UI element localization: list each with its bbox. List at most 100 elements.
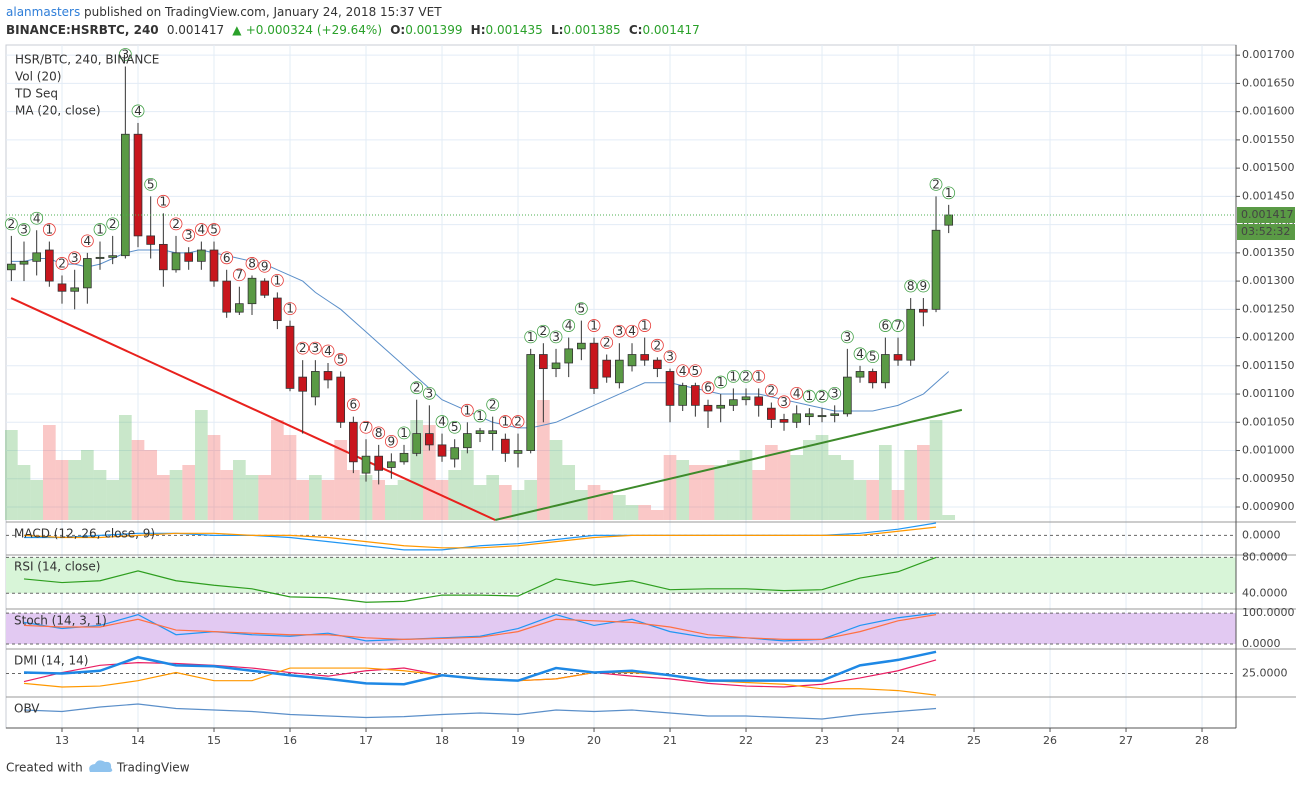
td-label: 2 (818, 389, 826, 403)
td-marker (866, 350, 880, 364)
chart-title: HSR/BTC, 240, BINANCE (15, 53, 159, 67)
indicator-line (23, 526, 937, 549)
td-label: 5 (451, 420, 459, 434)
candle-body (83, 258, 92, 289)
published: published on TradingView.com, January 24… (84, 5, 442, 19)
footer-logo[interactable] (89, 760, 113, 772)
volume-bar (448, 470, 462, 520)
y-tick-label: 0.001000 (1242, 444, 1295, 457)
author[interactable]: alanmasters (6, 5, 80, 19)
td-marker (929, 177, 943, 191)
td-label: 6 (350, 398, 358, 412)
td-marker (853, 347, 867, 361)
td-marker (714, 375, 728, 389)
volume-bar (727, 460, 740, 520)
td-marker (55, 257, 69, 270)
td-marker (701, 381, 715, 395)
candle-body (171, 252, 181, 271)
y-tick-label: 0.001500 (1242, 161, 1295, 174)
y-tick-label: 0.001450 (1242, 189, 1295, 202)
td-marker (638, 319, 652, 332)
td-label: 2 (603, 336, 611, 350)
candle-body (387, 461, 396, 468)
volume-bar (5, 430, 18, 520)
candle-body (412, 433, 422, 454)
candle-body (564, 348, 574, 364)
td-marker (562, 319, 576, 332)
volume-bar (625, 505, 639, 520)
td-marker (308, 341, 322, 355)
td-marker (422, 386, 436, 400)
td-marker (359, 420, 373, 434)
candle-body (754, 396, 764, 406)
candle-body (19, 260, 29, 265)
x-tick-label: 14 (131, 734, 145, 747)
volume-bar (689, 465, 702, 520)
candle-body (716, 404, 726, 409)
volume-bar (296, 480, 310, 520)
volume-bar (220, 470, 234, 520)
study-label: Vol (20) (15, 70, 61, 84)
volume-bar (283, 435, 297, 520)
volume-bar (43, 425, 56, 520)
ohlc-label: O: (390, 23, 405, 37)
symbol: BINANCE:HSRBTC, 240 (6, 23, 159, 37)
candle-body (678, 385, 688, 406)
td-marker (410, 381, 424, 395)
footer-brand[interactable]: TradingView (116, 761, 190, 775)
candle-body (336, 376, 346, 423)
x-tick-label: 13 (55, 734, 69, 747)
td-marker (118, 48, 132, 61)
td-label: 3 (831, 386, 839, 400)
volume-bar (461, 450, 474, 520)
td-label: 1 (730, 369, 738, 383)
td-label: 3 (20, 223, 28, 237)
volume-bar (144, 450, 158, 520)
candle-body (349, 421, 358, 463)
y-tick-label: 0.001600 (1242, 105, 1295, 118)
candle-body (399, 452, 409, 463)
td-marker (612, 324, 626, 338)
candle-body (70, 287, 80, 292)
x-tick-label: 23 (815, 734, 829, 747)
volume-bar (942, 515, 956, 520)
candle-body (830, 413, 840, 416)
td-label: 6 (223, 251, 231, 265)
td-label: 1 (96, 223, 104, 237)
y-tick-label: 0.000900 (1242, 500, 1295, 513)
x-tick-label: 19 (511, 734, 525, 747)
candle-body (323, 371, 333, 381)
td-label: 3 (666, 350, 674, 364)
volume-bar (119, 415, 132, 520)
td-label: 2 (932, 177, 940, 191)
study-label: TD Seq (14, 87, 58, 101)
td-label: 7 (894, 319, 902, 333)
volume-bar (157, 475, 170, 520)
td-marker (80, 234, 94, 248)
ohlc-value: 0.001435 (486, 23, 543, 37)
x-tick-label: 25 (967, 734, 981, 747)
countdown: 03:52:32 (1241, 225, 1290, 238)
td-label: 5 (578, 302, 586, 316)
x-tick-label: 28 (1195, 734, 1209, 747)
td-marker (182, 228, 196, 242)
td-label: 3 (71, 251, 79, 265)
volume-bar (549, 440, 563, 520)
td-label: 1 (46, 223, 54, 237)
x-tick-label: 21 (663, 734, 677, 747)
volume-bar (435, 480, 449, 520)
pane-band (6, 557, 1236, 594)
candle-body (792, 413, 802, 423)
td-label: 8 (907, 279, 915, 293)
indicator-line (23, 650, 937, 686)
volume-bar (233, 460, 246, 520)
td-marker (878, 319, 892, 332)
td-label: 4 (628, 324, 636, 338)
td-label: 4 (33, 211, 41, 225)
volume-bar (815, 435, 829, 520)
x-tick-label: 24 (891, 734, 905, 747)
candle-body (488, 430, 498, 434)
candle-body (222, 280, 232, 313)
volume-bar (271, 420, 284, 520)
candle-body (209, 249, 219, 282)
